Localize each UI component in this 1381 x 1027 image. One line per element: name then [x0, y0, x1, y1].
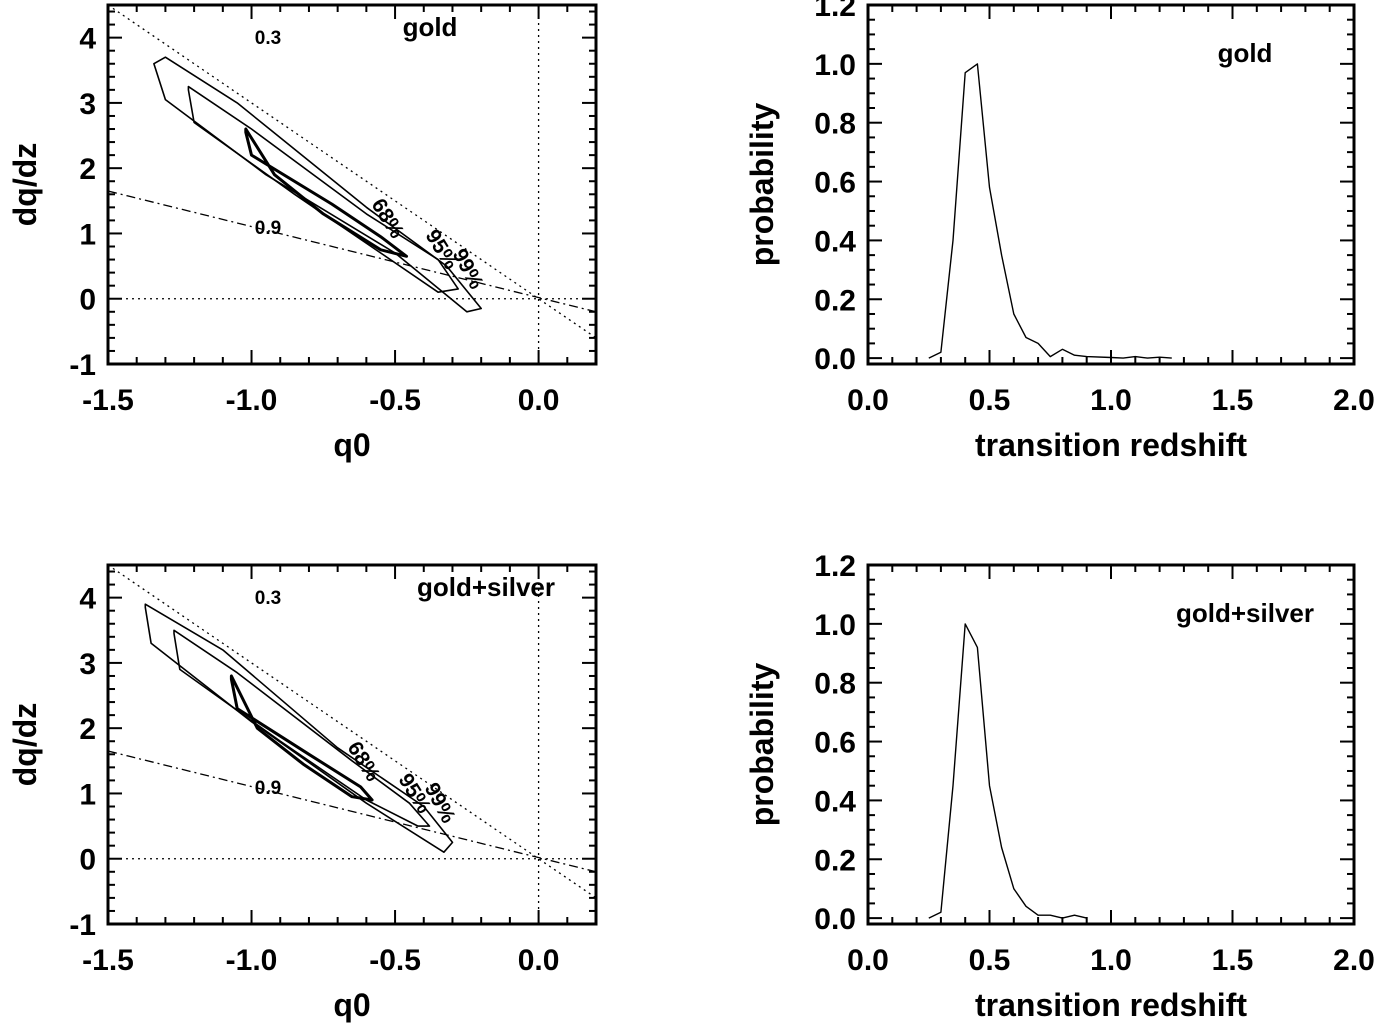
y-tick-label: 0.4	[814, 785, 856, 818]
contour-95-percent	[173, 629, 431, 827]
plot-area	[928, 623, 1087, 919]
panel-bottom-right: 0.0 0.5 1.0 1.5 2.0 0.0 0.2 0.4 0.6 0.8 1.0 1.2 tran…	[744, 550, 1375, 1023]
panel-title: gold	[403, 12, 458, 42]
y-tick-label: 2	[79, 153, 96, 186]
x-tick-label: -0.5	[369, 944, 421, 977]
y-tick-label: 3	[79, 88, 96, 121]
contour-99-percent	[144, 603, 454, 854]
x-axis-title: transition redshift	[975, 987, 1247, 1023]
y-tick-label: 3	[79, 648, 96, 681]
panel-title: gold	[1218, 38, 1273, 68]
y-tick-label: 0.8	[814, 668, 856, 701]
x-axis-title: transition redshift	[975, 427, 1247, 463]
reference-line-omega-0.3	[108, 565, 596, 899]
plot-area	[108, 565, 596, 924]
y-tick-label: 0.6	[814, 167, 856, 200]
y-tick-label: 1	[79, 218, 96, 251]
plot-area	[928, 63, 1172, 359]
y-tick-label: 0.2	[814, 284, 856, 317]
reference-line-omega-0.9	[108, 190, 596, 313]
x-tick-label: 0.0	[847, 944, 889, 977]
y-tick-label: 1.2	[814, 550, 856, 583]
y-tick-label: 0.8	[814, 108, 856, 141]
panel-bottom-left: 0.30.968%95%99%-1.5 -1.0 -0.5 0.0-101234q0d…	[7, 563, 598, 1023]
x-axis-title: q0	[333, 987, 370, 1023]
x-tick-label: -1.0	[226, 944, 278, 977]
x-tick-label: 0.5	[969, 944, 1011, 977]
y-tick-label: 1.2	[814, 0, 856, 23]
y-axis-title: dq/dz	[7, 143, 43, 227]
x-tick-label: 2.0	[1333, 384, 1375, 417]
panel-top-right: 0.0 0.5 1.0 1.5 2.0 0.0 0.2 0.4 0.6 0.8 1.0 1.2 tran…	[744, 0, 1375, 463]
x-tick-label: 0.0	[847, 384, 889, 417]
y-tick-label: 0.6	[814, 727, 856, 760]
x-tick-label: 1.0	[1090, 944, 1132, 977]
contour-68-percent	[244, 127, 408, 258]
y-tick-label: 4	[79, 583, 96, 616]
y-tick-label: 0.0	[814, 343, 856, 376]
contour-label-99-percent: 99%	[448, 245, 488, 293]
y-axis-title: probability	[744, 663, 780, 827]
y-tick-label: 1.0	[814, 49, 856, 82]
x-tick-label: -1.0	[226, 384, 278, 417]
line-label-0-9: 0.9	[255, 218, 281, 239]
y-axis-title: probability	[744, 103, 780, 267]
plot-frame	[866, 3, 1356, 366]
line-label-0-3: 0.3	[255, 28, 281, 49]
y-tick-label: 0.2	[814, 844, 856, 877]
x-tick-label: 0.0	[518, 944, 560, 977]
panel-title: gold+silver	[417, 572, 555, 602]
y-tick-label: 1	[79, 778, 96, 811]
y-tick-label: 0	[79, 284, 96, 317]
contour-99-percent	[153, 56, 483, 313]
y-tick-label: 0	[79, 844, 96, 877]
x-tick-label: 0.5	[969, 384, 1011, 417]
panel-top-left: 0.30.9 68%95%99%-1.5 -1.0 -0.5 0.0-101234q0d…	[7, 3, 598, 463]
plot-area	[108, 5, 596, 364]
panel-title: gold+silver	[1176, 598, 1314, 628]
reference-line-omega-0.3	[108, 5, 596, 339]
y-tick-label: -1	[69, 349, 96, 382]
x-tick-label: -1.5	[82, 384, 134, 417]
x-tick-label: 1.5	[1212, 384, 1254, 417]
y-tick-label: 0.0	[814, 903, 856, 936]
y-tick-label: 2	[79, 713, 96, 746]
y-axis-title: dq/dz	[7, 703, 43, 787]
contour-68-percent	[229, 674, 374, 802]
line-label-0-3: 0.3	[255, 588, 281, 609]
reference-line-omega-0.9	[108, 750, 596, 873]
plot-frame	[106, 3, 598, 366]
x-tick-label: 0.0	[518, 384, 560, 417]
line-label-0-9: 0.9	[255, 778, 281, 799]
x-tick-label: 2.0	[1333, 944, 1375, 977]
y-tick-label: 1.0	[814, 609, 856, 642]
x-tick-label: -1.5	[82, 944, 134, 977]
y-tick-label: 0.4	[814, 225, 856, 258]
x-tick-label: -0.5	[369, 384, 421, 417]
x-tick-label: 1.5	[1212, 944, 1254, 977]
x-tick-label: 1.0	[1090, 384, 1132, 417]
x-axis-title: q0	[333, 427, 370, 463]
y-tick-label: -1	[69, 909, 96, 942]
contour-95-percent	[187, 85, 460, 294]
y-tick-label: 4	[79, 23, 96, 56]
probability-curve	[928, 623, 1087, 919]
probability-curve	[928, 63, 1172, 359]
plot-frame	[106, 563, 598, 926]
